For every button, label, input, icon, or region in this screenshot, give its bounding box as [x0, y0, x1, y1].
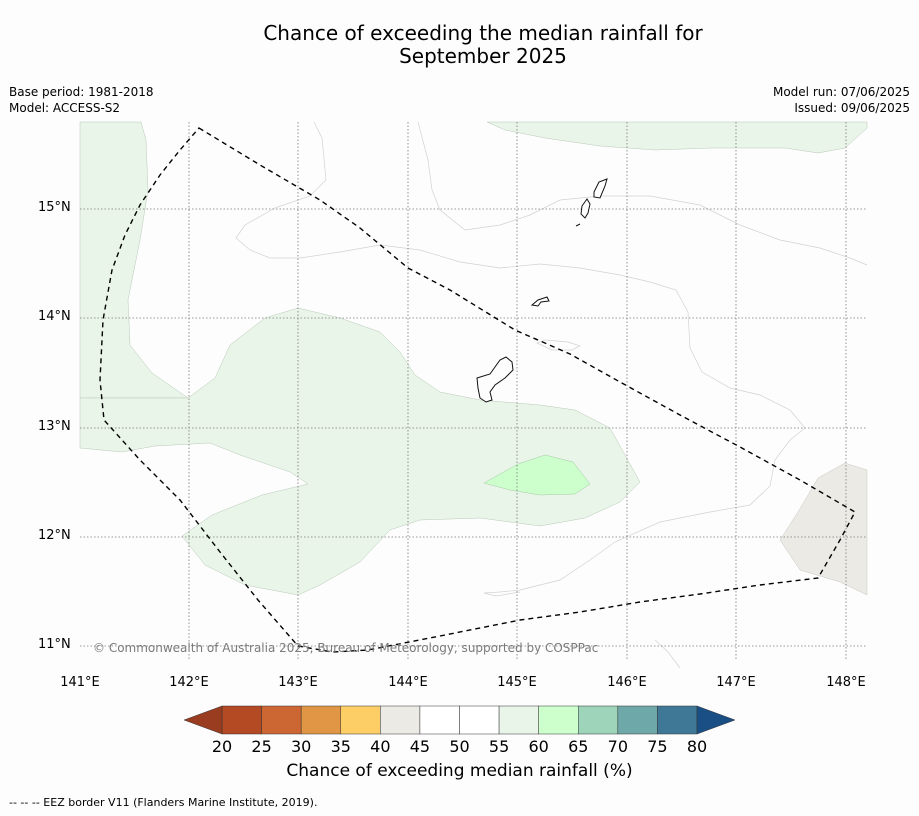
colorbar-segment — [380, 705, 421, 735]
tinian-island — [580, 198, 591, 219]
colorbar-tick-label: 60 — [528, 737, 549, 756]
issued-text: Issued: 09/06/2025 — [794, 101, 910, 115]
lon-label-141e: 141°E — [60, 675, 100, 690]
title-line-1: Chance of exceeding the median rainfall … — [263, 21, 703, 45]
gridlines — [80, 122, 867, 660]
colorbar-tick-label: 30 — [290, 737, 312, 756]
colorbar-segment — [459, 705, 500, 735]
saipan-island — [593, 178, 608, 199]
colorbar-segment — [419, 705, 460, 735]
colorbar-tick-label: 75 — [647, 737, 668, 756]
guam-island — [476, 356, 514, 403]
lat-label-12n: 12°N — [38, 528, 71, 543]
colorbar-over-arrow — [696, 705, 736, 735]
colorbar-segment — [340, 705, 381, 735]
copyright-notice: © Commonwealth of Australia 2025, Bureau… — [93, 641, 599, 655]
model-text: Model: ACCESS-S2 — [9, 101, 121, 115]
colorbar-label: Chance of exceeding median rainfall (%) — [286, 761, 633, 781]
lat-label-15n: 15°N — [38, 200, 71, 215]
colorbar-segment — [300, 705, 341, 735]
meta-left: Base period: 1981-2018 Model: ACCESS-S2 — [9, 84, 154, 116]
islands — [476, 178, 608, 403]
lon-label-145e: 145°E — [497, 675, 537, 690]
lon-label-148e: 148°E — [826, 675, 866, 690]
lon-label-142e: 142°E — [169, 675, 209, 690]
colorbar-tick-label: 35 — [330, 737, 351, 756]
contour-line-2 — [417, 121, 868, 266]
northern-green-region — [486, 121, 868, 154]
colorbar-tick-label: 70 — [607, 737, 629, 756]
contour-line-3 — [536, 339, 581, 351]
lon-label-147e: 147°E — [716, 675, 756, 690]
model-run-text: Model run: 07/06/2025 — [772, 85, 910, 99]
lon-label-143e: 143°E — [278, 675, 318, 690]
lat-label-13n: 13°N — [38, 419, 71, 434]
probability-55-60-regions — [79, 121, 868, 596]
colorbar-segment — [261, 705, 302, 735]
lat-label-14n: 14°N — [38, 309, 71, 324]
lon-label-144e: 144°E — [388, 675, 428, 690]
contour-line-1 — [235, 121, 806, 597]
title-line-2: September 2025 — [399, 44, 567, 68]
colorbar-tick-label: 65 — [568, 737, 589, 756]
colorbar-tick-label: 45 — [409, 737, 431, 756]
colorbar-tick-label: 55 — [488, 737, 510, 756]
probability-40-45-region — [779, 462, 868, 596]
lon-label-146e: 146°E — [607, 675, 647, 690]
colorbar-under-arrow — [183, 705, 223, 735]
colorbar-segment — [578, 705, 619, 735]
colorbar-segment — [617, 705, 658, 735]
meta-right: Model run: 07/06/2025 Issued: 09/06/2025 — [773, 84, 910, 116]
colorbar-tick-label: 80 — [686, 737, 708, 756]
colorbar-segment — [498, 705, 539, 735]
colorbar-tick-label: 40 — [370, 737, 391, 756]
colorbar-segment — [538, 705, 579, 735]
lat-label-11n: 11°N — [38, 637, 71, 652]
rota-island — [530, 296, 550, 307]
colorbar-segment — [221, 705, 262, 735]
probability-60-65-region — [483, 454, 591, 496]
map-title: Chance of exceeding the median rainfall … — [0, 22, 919, 68]
contour-lines — [235, 121, 868, 669]
colorbar-segment — [657, 705, 698, 735]
colorbar-tick-label: 25 — [251, 737, 272, 756]
contour-line-4 — [654, 639, 681, 669]
eez-legend-note: -- -- -- EEZ border V11 (Flanders Marine… — [9, 796, 318, 809]
colorbar-tick-label: 50 — [449, 737, 470, 756]
base-period-text: Base period: 1981-2018 — [9, 85, 154, 99]
central-green-region — [79, 307, 641, 596]
colorbar-tick-label: 20 — [211, 737, 233, 756]
aguijan-island — [575, 223, 581, 227]
